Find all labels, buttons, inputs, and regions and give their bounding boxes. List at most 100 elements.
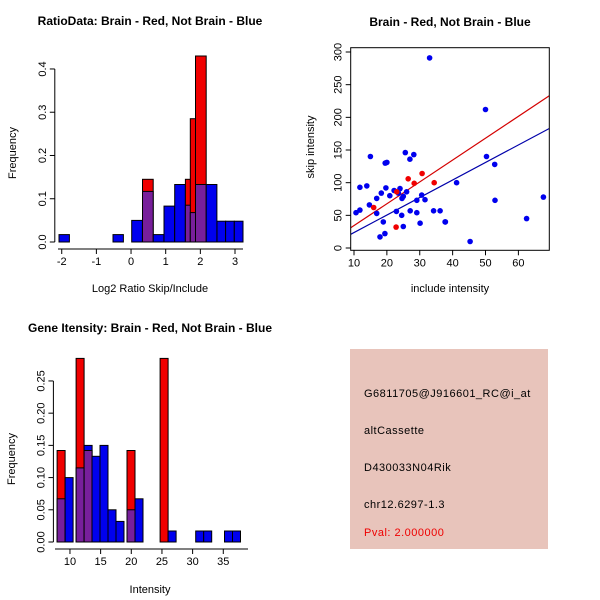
- data-point: [407, 156, 413, 162]
- histogram-bar: [232, 530, 241, 543]
- histogram-bar: [64, 477, 74, 543]
- data-point: [411, 180, 418, 187]
- ratio_hist-bars: [58, 55, 244, 243]
- data-point: [540, 194, 547, 200]
- y-tick-label: 0.25: [35, 370, 47, 391]
- data-point: [411, 151, 417, 158]
- data-point: [417, 220, 423, 226]
- histogram-bar: [163, 205, 176, 243]
- intensity_scatter-points-red: [370, 170, 438, 230]
- histogram-bar: [107, 509, 117, 543]
- histogram-bar: [99, 444, 109, 543]
- y-tick-label: 0.05: [35, 499, 47, 520]
- x-tick-label: 3: [232, 256, 238, 268]
- x-tick-label: 10: [348, 257, 360, 269]
- data-point: [430, 208, 437, 214]
- data-point: [357, 184, 363, 191]
- y-tick-label: 50: [333, 209, 345, 221]
- y-tick-label: 0.4: [37, 61, 49, 76]
- data-point: [482, 106, 489, 113]
- data-point: [393, 189, 400, 195]
- ratio-hist-xlabel: Log2 Ratio Skip/Include: [91, 283, 209, 295]
- gene-hist-xlabel: Intensity: [129, 584, 171, 596]
- data-point: [491, 161, 498, 168]
- x-tick-label: 25: [156, 556, 168, 568]
- histogram-bar: [56, 498, 66, 543]
- scatter-title: Brain - Red, Not Brain - Blue: [369, 15, 531, 29]
- x-tick-label: 40: [447, 257, 459, 269]
- data-point: [467, 238, 473, 245]
- data-point: [383, 185, 389, 191]
- data-point: [399, 195, 405, 202]
- data-point: [422, 196, 428, 203]
- data-point: [378, 190, 385, 196]
- data-point: [419, 170, 425, 177]
- data-point: [426, 55, 433, 61]
- intensity_scatter-axes: [350, 47, 550, 251]
- histogram-bar: [203, 530, 213, 543]
- data-point: [414, 197, 420, 204]
- data-point: [382, 160, 389, 166]
- data-point: [407, 208, 414, 214]
- gene_hist-bars: [56, 357, 241, 543]
- data-point: [483, 153, 490, 160]
- ratio-hist-title: RatioData: Brain - Red, Not Brain - Blue: [37, 14, 263, 28]
- y-tick-label: 0.20: [35, 402, 47, 423]
- data-point: [398, 212, 405, 219]
- regression-line: [350, 95, 550, 229]
- data-point: [387, 192, 393, 199]
- data-point: [353, 209, 359, 216]
- chromosome-location-text: chr12.6297-1.3: [364, 499, 445, 511]
- data-point: [442, 219, 449, 225]
- scatter-ylabel: skip intensity: [305, 115, 317, 179]
- x-tick-label: 50: [479, 257, 491, 269]
- data-point: [402, 149, 409, 156]
- intensity_scatter-plot: 10 20 30 40 50 60 0 50 100 150 200 250 300: [333, 43, 550, 269]
- plot-box: [350, 47, 550, 251]
- data-point: [382, 230, 388, 237]
- data-point: [437, 208, 443, 214]
- x-tick-label: 20: [381, 257, 393, 269]
- ratio_hist-plot: -2 -1 0 1 2 3 0.0 0.1 0.2 0.3 0.4: [37, 55, 244, 268]
- histogram-bar: [75, 467, 85, 543]
- data-point: [366, 202, 373, 208]
- data-point: [364, 183, 370, 189]
- histogram-bar: [233, 220, 244, 243]
- data-point: [393, 224, 399, 230]
- data-point: [403, 189, 410, 195]
- y-tick-label: 250: [333, 75, 345, 93]
- x-tick-label: -2: [57, 256, 67, 268]
- y-tick-label: 0.00: [35, 531, 47, 552]
- data-point: [393, 208, 400, 215]
- histogram-bar: [195, 184, 207, 243]
- histogram-bar: [142, 190, 154, 243]
- event-type-text: altCassette: [364, 425, 425, 437]
- intensity_scatter-lines: [350, 95, 550, 235]
- ratio-hist-ylabel: Frequency: [7, 127, 19, 179]
- x-tick-label: 30: [414, 257, 426, 269]
- data-point: [373, 195, 380, 202]
- histogram-bar: [205, 184, 218, 243]
- ratio_hist-ticks: -2 -1 0 1 2 3 0.0 0.1 0.2 0.3 0.4: [37, 61, 238, 268]
- gene-name-text: D430033N04Rik: [364, 462, 452, 474]
- gene-hist-title: Gene Itensity: Brain - Red, Not Brain - …: [27, 321, 273, 335]
- x-tick-label: 20: [125, 556, 137, 568]
- histogram-bar: [224, 530, 233, 543]
- info-panel: G6811705@J916601_RC@i_at altCassette D43…: [350, 349, 548, 549]
- y-tick-label: 0.0: [37, 234, 49, 249]
- gene_hist-axes: [52, 380, 248, 550]
- histogram-bar: [152, 234, 165, 243]
- y-tick-label: 150: [333, 141, 345, 159]
- x-tick-label: 2: [197, 256, 203, 268]
- data-point: [373, 210, 380, 217]
- y-tick-label: 0.10: [35, 467, 47, 488]
- histogram-bar: [131, 219, 143, 243]
- data-point: [453, 179, 460, 186]
- x-tick-label: -1: [91, 256, 101, 268]
- pval-text: Pval: 2.000000: [364, 527, 445, 539]
- y-tick-label: 0.1: [37, 191, 49, 206]
- regression-line: [350, 127, 550, 235]
- y-tick-label: 300: [333, 43, 345, 61]
- data-point: [405, 176, 412, 182]
